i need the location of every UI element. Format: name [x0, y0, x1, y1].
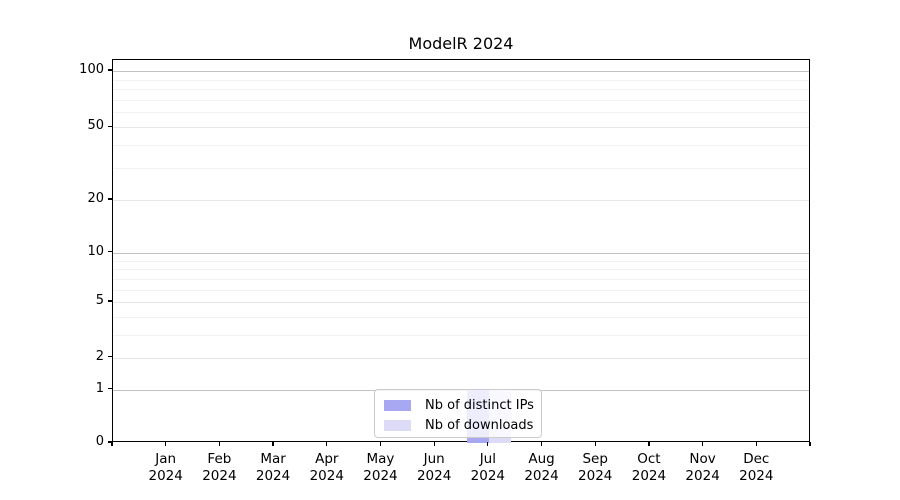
x-tick-month: Jun — [423, 451, 445, 467]
y-minor-gridline — [113, 269, 809, 271]
x-tick-month: May — [366, 451, 395, 467]
x-tick-month: Feb — [207, 451, 232, 467]
x-tick-label: Apr 2024 — [295, 451, 359, 484]
y-gridline — [113, 127, 809, 129]
x-tick-month: Mar — [260, 451, 286, 467]
x-tick-year: 2024 — [309, 467, 344, 484]
y-minor-gridline — [113, 334, 809, 336]
x-tick-mark — [379, 442, 382, 446]
y-minor-gridline — [113, 112, 809, 114]
x-tick-year: 2024 — [470, 467, 506, 484]
y-minor-gridline — [113, 145, 809, 147]
x-tick-month: Nov — [689, 451, 716, 467]
legend-swatch-downloads — [384, 419, 411, 431]
x-tick-mark — [702, 442, 704, 446]
x-tick-year: 2024 — [416, 467, 452, 484]
x-tick-mark — [218, 442, 220, 446]
x-tick-mark — [165, 442, 167, 446]
x-tick-mark — [272, 442, 274, 446]
x-tick-year: 2024 — [631, 467, 667, 484]
x-tick-label: Nov 2024 — [671, 451, 735, 484]
legend-label-downloads: Nb of downloads — [425, 417, 534, 433]
y-tick-label: 2 — [95, 348, 104, 364]
y-minor-gridline — [113, 278, 809, 280]
x-tick-mark — [540, 442, 543, 446]
y-tick-label: 10 — [87, 243, 104, 259]
y-tick-label: 20 — [87, 190, 104, 206]
y-gridline — [113, 357, 809, 359]
x-tick-month: Jan — [155, 451, 177, 467]
y-minor-gridline — [113, 316, 809, 318]
y-minor-gridline — [113, 99, 809, 101]
x-tick-mark — [648, 442, 650, 446]
x-tick-label: Feb 2024 — [187, 451, 251, 484]
x-tick-month: Dec — [743, 451, 770, 467]
x-tick-label: Oct 2024 — [617, 451, 681, 484]
legend-swatch-distinct-ips — [384, 399, 411, 411]
x-tick-mark — [594, 442, 596, 446]
legend: Nb of distinct IPs Nb of downloads — [374, 389, 542, 438]
plot-area — [112, 59, 810, 443]
x-tick-year: 2024 — [578, 467, 613, 484]
x-tick-label: Jun 2024 — [402, 451, 466, 484]
x-tick-month: Oct — [637, 451, 661, 467]
y-tick-label: 1 — [95, 380, 104, 396]
legend-item-distinct-ips: Nb of distinct IPs — [384, 395, 534, 415]
y-minor-gridline — [113, 289, 809, 291]
y-minor-gridline — [113, 168, 809, 169]
y-minor-gridline — [113, 260, 809, 262]
x-tick-mark — [755, 442, 757, 446]
x-tick-mark — [809, 442, 811, 446]
x-tick-label: Jul 2024 — [456, 451, 520, 484]
x-tick-mark — [433, 442, 435, 446]
x-tick-label: Dec 2024 — [724, 451, 788, 484]
x-tick-month: Sep — [582, 451, 608, 467]
y-gridline — [113, 199, 809, 201]
x-tick-label: Jan 2024 — [134, 451, 198, 484]
y-gridline — [113, 71, 809, 72]
y-tick-label: 100 — [79, 62, 104, 77]
x-tick-month: Jul — [479, 451, 496, 467]
y-tick-label: 50 — [87, 118, 104, 134]
x-tick-label: May 2024 — [348, 451, 412, 484]
y-minor-gridline — [113, 89, 809, 91]
y-gridline — [113, 302, 809, 304]
x-tick-year: 2024 — [255, 467, 291, 484]
x-tick-label: Aug 2024 — [510, 451, 574, 484]
x-tick-mark — [326, 442, 328, 446]
x-tick-year: 2024 — [685, 467, 720, 484]
x-tick-year: 2024 — [524, 467, 559, 484]
legend-label-distinct-ips: Nb of distinct IPs — [425, 397, 534, 413]
x-tick-mark — [111, 442, 113, 446]
x-tick-year: 2024 — [202, 467, 237, 484]
x-tick-month: Aug — [528, 451, 555, 467]
x-tick-label: Mar 2024 — [241, 451, 305, 484]
x-tick-year: 2024 — [739, 467, 774, 484]
x-tick-month: Apr — [315, 451, 339, 467]
y-minor-gridline — [113, 79, 809, 81]
x-tick-year: 2024 — [363, 467, 398, 484]
x-tick-year: 2024 — [148, 467, 183, 484]
legend-item-downloads: Nb of downloads — [384, 415, 534, 435]
y-tick-label: 5 — [95, 293, 104, 309]
y-gridline — [113, 252, 809, 254]
y-tick-label: 0 — [95, 434, 104, 449]
chart-title: ModelR 2024 — [408, 34, 514, 53]
x-tick-label: Sep 2024 — [563, 451, 627, 484]
